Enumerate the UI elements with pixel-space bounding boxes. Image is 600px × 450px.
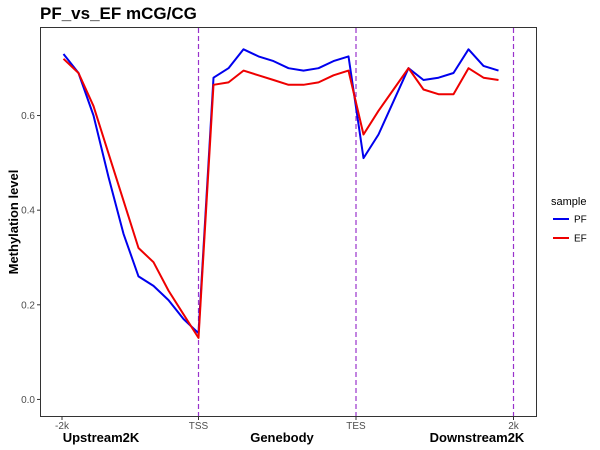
region-label: Downstream2K	[430, 430, 525, 445]
legend-title: sample	[551, 196, 586, 208]
plot-panel	[40, 27, 537, 417]
y-tick-label: 0.2	[21, 300, 35, 311]
y-tick-label: 0.0	[21, 395, 35, 406]
series-line-pf	[62, 48, 499, 335]
region-label: Genebody	[250, 430, 314, 445]
y-tick-label: 0.6	[21, 111, 35, 122]
chart-title: PF_vs_EF mCG/CG	[40, 4, 197, 23]
series-line-ef	[62, 58, 499, 339]
legend-label-pf: PF	[574, 215, 587, 226]
y-tick-label: 0.4	[21, 206, 35, 217]
x-tick-label: TSS	[189, 421, 209, 432]
y-axis-title: Methylation level	[6, 170, 21, 275]
region-label: Upstream2K	[63, 430, 140, 445]
x-tick-label: TES	[346, 421, 366, 432]
legend: sample PF EF	[551, 196, 587, 245]
x-tick-label: 2k	[508, 421, 520, 432]
x-tick-label: -2k	[55, 421, 70, 432]
legend-label-ef: EF	[574, 234, 587, 245]
